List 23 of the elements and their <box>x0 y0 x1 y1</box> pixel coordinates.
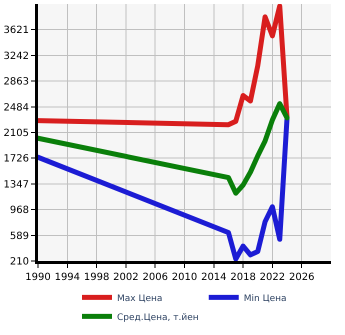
x-tick-label: 2018 <box>230 272 256 283</box>
x-tick-label: 1994 <box>54 272 80 283</box>
y-tick-label: 2863 <box>4 76 29 88</box>
y-tick-label: 1726 <box>4 154 29 165</box>
y-tick-label: 1347 <box>4 179 29 190</box>
x-tick-label: 2022 <box>260 272 286 283</box>
legend-label: Min Цена <box>244 294 287 304</box>
y-tick-label: 3621 <box>4 25 29 36</box>
x-tick-label: 2006 <box>142 272 168 283</box>
y-tick-label: 589 <box>10 230 29 242</box>
y-tick-label: 3242 <box>4 50 29 62</box>
y-tick-label: 2105 <box>4 128 29 139</box>
legend-label: Сред.Цена, т.йен <box>117 312 199 323</box>
x-tick-label: 2002 <box>113 272 139 283</box>
legend-label: Max Цена <box>117 294 162 304</box>
y-tick-label: 968 <box>10 205 29 216</box>
x-tick-label: 2010 <box>172 272 198 283</box>
y-tick-label: 2484 <box>4 102 29 114</box>
x-tick-label: 1998 <box>84 272 110 283</box>
x-tick-label: 1990 <box>25 272 51 283</box>
x-tick-label: 2014 <box>201 272 227 283</box>
x-tick-label: 2026 <box>288 272 314 283</box>
y-tick-label: 210 <box>10 256 29 268</box>
